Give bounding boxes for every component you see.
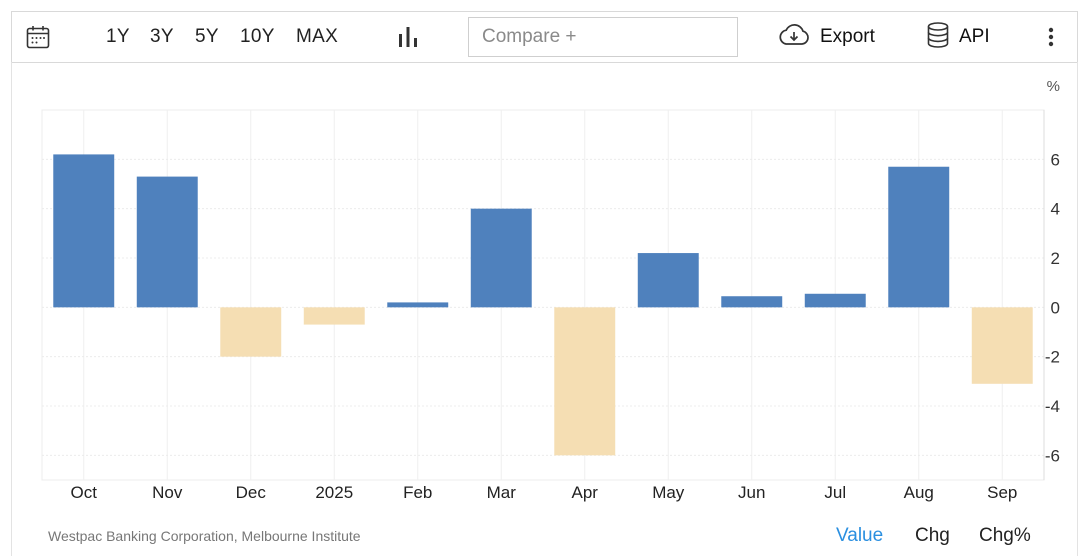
x-tick-label: 2025 — [315, 483, 353, 502]
cloud-download-icon — [778, 23, 810, 51]
x-tick-label: May — [652, 483, 685, 502]
x-tick-label: Apr — [572, 483, 599, 502]
api-button[interactable]: API — [927, 12, 990, 62]
x-tick-label: Mar — [487, 483, 517, 502]
chart-area: 6 4 2 0 -2 -4 -6% Oct Nov Dec 2025 Feb Mar Apr May Jun J… — [11, 62, 1078, 556]
bar — [721, 296, 783, 308]
y-tick-label: 0 — [1051, 298, 1060, 317]
x-tick-label: Feb — [403, 483, 432, 502]
bar — [136, 176, 198, 308]
bar — [53, 154, 115, 308]
tab-chg-percent[interactable]: Chg% — [979, 525, 1031, 546]
bar-chart: 6 4 2 0 -2 -4 -6% Oct Nov Dec 2025 Feb Mar Apr May Jun J… — [41, 78, 1060, 502]
export-button[interactable]: Export — [778, 12, 875, 62]
y-tick-label: 6 — [1051, 150, 1060, 169]
y-tick-label: -6 — [1045, 446, 1060, 465]
compare-input[interactable] — [482, 26, 737, 48]
compare-field[interactable] — [468, 17, 738, 57]
bar — [888, 166, 950, 308]
bar — [303, 307, 365, 325]
calendar-icon[interactable] — [26, 12, 50, 62]
bar — [554, 307, 616, 456]
x-tick-label: Oct — [71, 483, 98, 502]
y-tick-label: 4 — [1051, 200, 1060, 219]
tab-value[interactable]: Value — [836, 525, 884, 546]
bar — [387, 302, 449, 308]
range-max-button[interactable]: MAX — [296, 26, 339, 47]
range-3y-button[interactable]: 3Y — [150, 26, 174, 47]
x-tick-label: Jul — [824, 483, 846, 502]
x-tick-label: Nov — [152, 483, 183, 502]
more-options-icon[interactable] — [1048, 12, 1054, 62]
range-10y-button[interactable]: 10Y — [240, 26, 275, 47]
tab-chg[interactable]: Chg — [915, 525, 950, 546]
api-label: API — [959, 26, 990, 47]
range-1y-button[interactable]: 1Y — [106, 26, 130, 47]
export-label: Export — [820, 26, 875, 47]
bar — [804, 293, 866, 308]
database-icon — [927, 21, 949, 53]
y-axis-unit: % — [1047, 78, 1060, 95]
bar — [971, 307, 1033, 384]
range-5y-button[interactable]: 5Y — [195, 26, 219, 47]
y-tick-label: -4 — [1045, 397, 1060, 416]
y-tick-label: -2 — [1045, 348, 1060, 367]
x-tick-label: Dec — [236, 483, 267, 502]
x-tick-label: Sep — [987, 483, 1017, 502]
chart-toolbar: 1Y 3Y 5Y 10Y MAX Export — [11, 11, 1078, 63]
data-source: Westpac Banking Corporation, Melbourne I… — [48, 528, 361, 544]
bar — [637, 253, 699, 308]
bar — [470, 208, 532, 308]
chart-type-icon[interactable] — [398, 12, 418, 62]
y-tick-label: 2 — [1051, 249, 1060, 268]
x-tick-label: Jun — [738, 483, 765, 502]
x-tick-label: Aug — [904, 483, 934, 502]
bar — [220, 307, 282, 357]
